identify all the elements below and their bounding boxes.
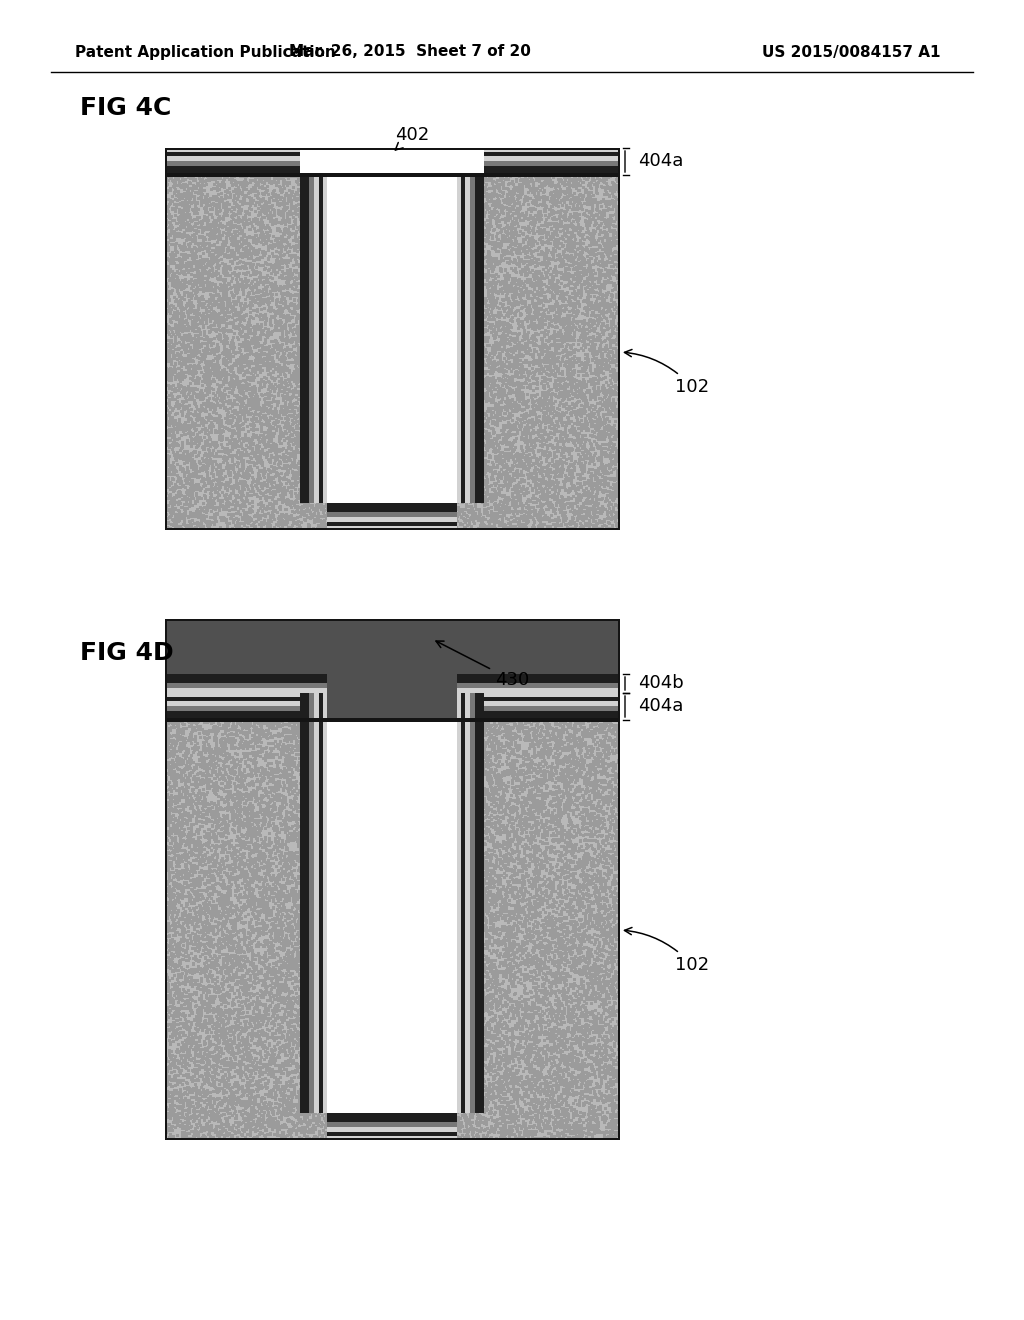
Text: FIG 4D: FIG 4D <box>80 642 174 665</box>
Text: US 2015/0084157 A1: US 2015/0084157 A1 <box>762 45 940 59</box>
Text: FIG 4C: FIG 4C <box>80 96 171 120</box>
Text: 404b: 404b <box>638 675 684 692</box>
Text: 404a: 404a <box>638 697 683 715</box>
Text: Patent Application Publication: Patent Application Publication <box>75 45 336 59</box>
Text: 102: 102 <box>625 350 710 396</box>
Text: Mar. 26, 2015  Sheet 7 of 20: Mar. 26, 2015 Sheet 7 of 20 <box>289 45 530 59</box>
Text: 402: 402 <box>395 125 429 150</box>
Text: 404a: 404a <box>638 152 683 170</box>
Text: 102: 102 <box>625 928 710 974</box>
Text: 430: 430 <box>436 642 529 689</box>
